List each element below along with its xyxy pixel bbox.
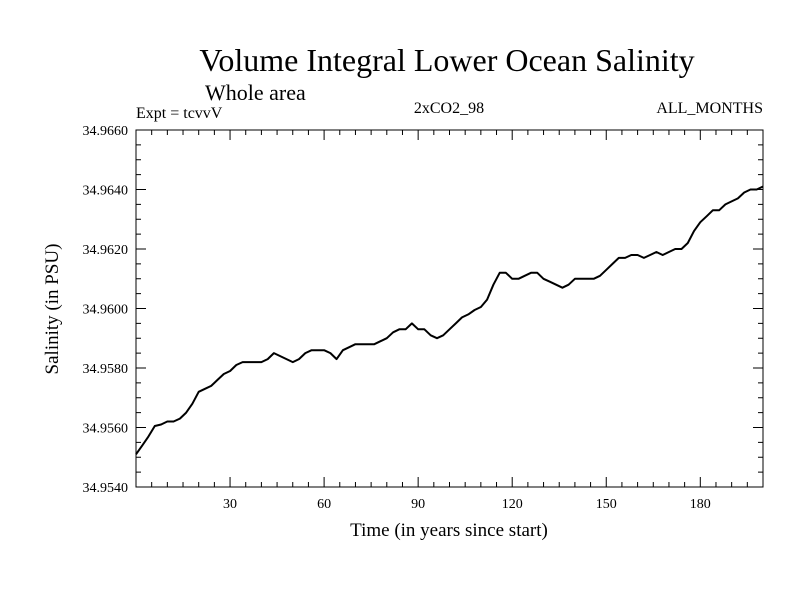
series-group (135, 185, 764, 455)
chart-title: Volume Integral Lower Ocean Salinity (199, 42, 694, 78)
experiment-label: Expt = tcvvV (136, 105, 223, 122)
x-tick-label: 150 (596, 497, 617, 512)
y-tick-label: 34.9660 (83, 124, 129, 139)
scenario-label: 2xCO2_98 (414, 100, 484, 117)
y-tick-label: 34.9600 (83, 303, 129, 318)
y-tick-label: 34.9640 (83, 184, 129, 199)
y-axis-label: Salinity (in PSU) (42, 244, 63, 375)
x-tick-label: 120 (502, 497, 523, 512)
y-tick-label: 34.9580 (83, 362, 129, 377)
y-axis-ticks: 34.9540 34.9560 34.9580 34.9600 34.9620 34.96… (83, 124, 763, 496)
x-axis-ticks: 30 60 90 120 150 180 (151, 130, 748, 512)
salinity-series-line (135, 185, 764, 455)
y-tick-label: 34.9620 (83, 243, 129, 258)
x-tick-label: 90 (411, 497, 425, 512)
x-tick-label: 60 (317, 497, 331, 512)
chart-subtitle: Whole area (205, 80, 306, 105)
x-tick-label: 30 (223, 497, 237, 512)
y-tick-label: 34.9540 (83, 481, 129, 496)
x-axis-label: Time (in years since start) (350, 520, 548, 541)
months-label: ALL_MONTHS (656, 100, 763, 117)
x-tick-label: 180 (690, 497, 711, 512)
plot-frame (135, 129, 764, 488)
y-tick-label: 34.9560 (83, 422, 129, 437)
